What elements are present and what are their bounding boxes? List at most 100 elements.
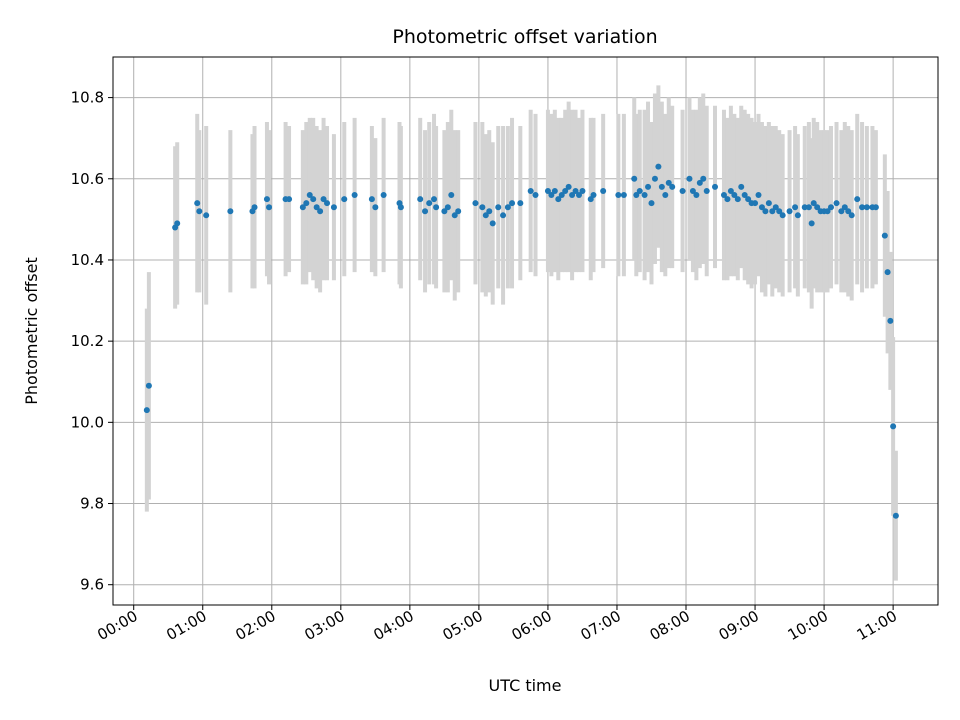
data-point	[859, 204, 866, 211]
data-point	[762, 208, 769, 215]
data-point	[444, 204, 451, 211]
data-point	[263, 196, 270, 203]
data-point	[486, 208, 493, 215]
data-point	[738, 183, 745, 190]
data-point	[772, 204, 779, 211]
data-point	[426, 200, 433, 207]
data-point	[631, 175, 638, 182]
data-point	[548, 192, 555, 199]
data-point	[324, 200, 331, 207]
data-point	[590, 192, 597, 199]
data-point	[655, 163, 662, 170]
y-tick-label: 10.2	[71, 332, 104, 350]
y-tick-label: 9.6	[80, 576, 104, 594]
data-point	[320, 196, 327, 203]
data-point	[372, 204, 379, 211]
data-point	[741, 192, 748, 199]
data-point	[489, 220, 496, 227]
data-point	[472, 200, 479, 207]
data-points	[143, 163, 899, 519]
data-point	[203, 212, 210, 219]
data-point	[558, 192, 565, 199]
data-point	[881, 232, 888, 239]
data-point	[827, 204, 834, 211]
data-point	[143, 407, 150, 414]
data-point	[776, 208, 783, 215]
data-point	[433, 204, 440, 211]
data-point	[814, 204, 821, 211]
data-point	[495, 204, 502, 211]
data-point	[341, 196, 348, 203]
data-point	[551, 187, 558, 194]
data-point	[330, 204, 337, 211]
data-point	[266, 204, 273, 211]
x-axis-label: UTC time	[489, 676, 562, 695]
data-point	[448, 192, 455, 199]
data-point	[696, 179, 703, 186]
data-point	[251, 204, 258, 211]
data-point	[310, 196, 317, 203]
data-point	[810, 200, 817, 207]
data-point	[636, 187, 643, 194]
data-point	[689, 187, 696, 194]
data-point	[755, 192, 762, 199]
data-point	[544, 187, 551, 194]
data-point	[562, 187, 569, 194]
y-tick-label: 9.8	[80, 495, 104, 513]
data-point	[703, 187, 710, 194]
data-point	[679, 187, 686, 194]
data-point	[712, 183, 719, 190]
data-point	[569, 192, 576, 199]
data-point	[351, 192, 358, 199]
data-point	[833, 200, 840, 207]
data-point	[892, 512, 899, 519]
data-point	[872, 204, 879, 211]
data-point	[194, 200, 201, 207]
data-point	[887, 317, 894, 324]
plot-frame	[112, 56, 939, 606]
data-point	[792, 204, 799, 211]
data-point	[174, 220, 181, 227]
data-point	[645, 183, 652, 190]
data-point	[665, 179, 672, 186]
data-point	[451, 212, 458, 219]
y-tick-label: 10.8	[71, 89, 104, 107]
data-point	[779, 212, 786, 219]
chart-title: Photometric offset variation	[392, 26, 657, 48]
data-point	[196, 208, 203, 215]
data-point	[145, 382, 152, 389]
data-point	[890, 423, 897, 430]
data-point	[731, 192, 738, 199]
data-point	[479, 204, 486, 211]
y-tick-label: 10.4	[71, 251, 104, 269]
data-point	[555, 196, 562, 203]
data-point	[565, 183, 572, 190]
y-tick-label: 10.6	[71, 170, 104, 188]
data-point	[854, 196, 861, 203]
data-point	[286, 196, 293, 203]
data-point	[786, 208, 793, 215]
data-point	[500, 212, 507, 219]
data-point	[769, 208, 776, 215]
data-point	[801, 204, 808, 211]
data-point	[658, 183, 665, 190]
data-point	[517, 200, 524, 207]
data-point	[313, 204, 320, 211]
data-point	[727, 187, 734, 194]
y-axis: 9.6 9.8 10.0 10.2 10.4 10.6 10.8	[71, 89, 113, 594]
data-point	[504, 204, 511, 211]
data-point	[693, 192, 700, 199]
data-point	[600, 187, 607, 194]
data-point	[662, 192, 669, 199]
data-point	[317, 208, 324, 215]
data-point	[532, 192, 539, 199]
data-point	[648, 200, 655, 207]
data-point	[720, 192, 727, 199]
data-point	[752, 200, 759, 207]
data-point	[794, 212, 801, 219]
data-point	[509, 200, 516, 207]
data-point	[482, 212, 489, 219]
data-point	[700, 175, 707, 182]
data-point	[651, 175, 658, 182]
